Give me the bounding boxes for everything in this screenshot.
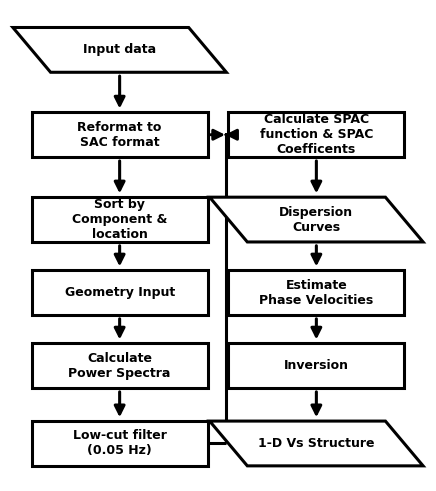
Bar	[32, 343, 208, 388]
Bar	[32, 421, 208, 466]
Polygon shape	[13, 27, 226, 72]
Text: Reformat to
SAC format: Reformat to SAC format	[78, 121, 162, 149]
Text: Geometry Input: Geometry Input	[65, 286, 175, 299]
Text: Estimate
Phase Velocities: Estimate Phase Velocities	[259, 278, 374, 307]
Text: Calculate
Power Spectra: Calculate Power Spectra	[68, 352, 171, 380]
Text: Calculate SPAC
function & SPAC
Coefficents: Calculate SPAC function & SPAC Coefficen…	[260, 113, 373, 156]
Bar	[228, 112, 404, 157]
Polygon shape	[210, 197, 423, 242]
Bar	[228, 270, 404, 315]
Text: Inversion: Inversion	[284, 359, 349, 372]
Bar	[32, 270, 208, 315]
Bar	[32, 197, 208, 242]
Text: Input data: Input data	[83, 43, 156, 56]
Text: 1-D Vs Structure: 1-D Vs Structure	[258, 437, 375, 450]
Bar	[228, 343, 404, 388]
Bar	[32, 112, 208, 157]
Polygon shape	[210, 421, 423, 466]
Text: Low-cut filter
(0.05 Hz): Low-cut filter (0.05 Hz)	[73, 430, 167, 458]
Text: Dispersion
Curves: Dispersion Curves	[279, 206, 354, 234]
Text: Sort by
Component &
location: Sort by Component & location	[72, 198, 167, 241]
